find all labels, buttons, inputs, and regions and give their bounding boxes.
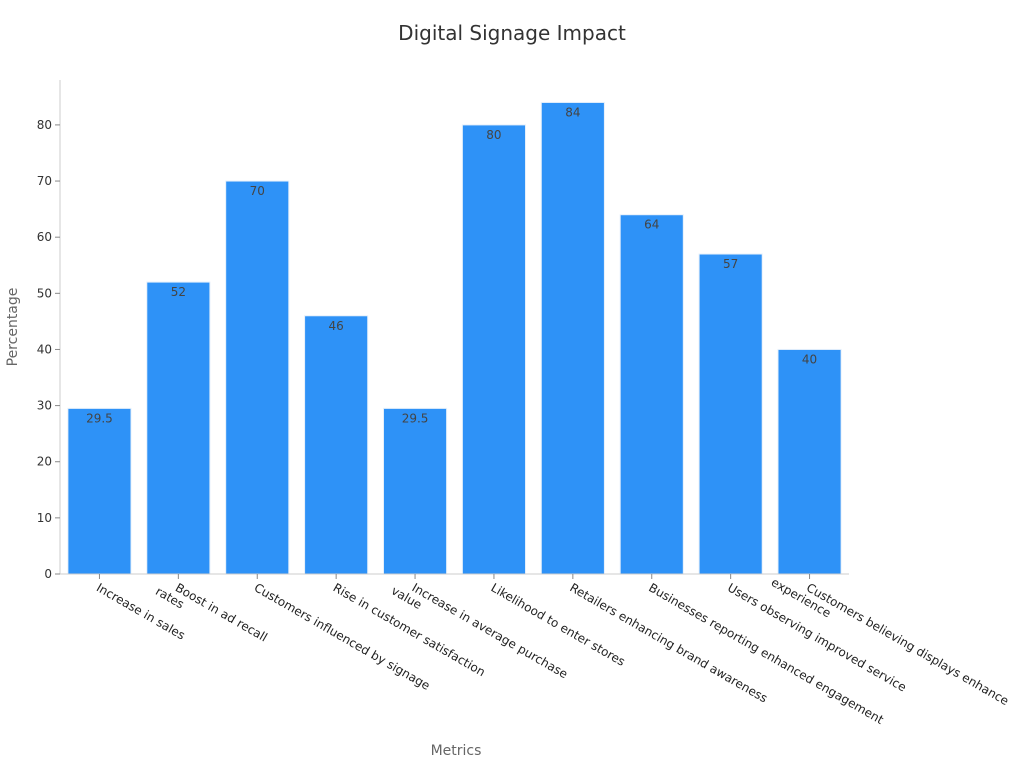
bar-value-label: 29.5 [86, 411, 113, 425]
bar-value-label: 29.5 [402, 411, 429, 425]
bar [382, 407, 448, 575]
y-tick-label: 80 [37, 118, 52, 132]
bar-value-label: 52 [171, 285, 186, 299]
bar [225, 180, 290, 575]
bar [777, 348, 842, 575]
x-axis-title: Metrics [431, 743, 482, 759]
bar [698, 253, 763, 575]
x-tick-label: Customers believing displays enhanceexpe… [769, 564, 1011, 720]
chart-title: Digital Signage Impact [398, 21, 626, 45]
y-tick-label: 0 [44, 567, 52, 581]
x-tick-label-line: Likelihood to enter stores [488, 580, 627, 668]
bar-value-label: 64 [644, 218, 659, 232]
x-tick-label-line: Increase in average purchase [410, 580, 571, 681]
y-tick-label: 10 [37, 511, 52, 525]
bar-value-label: 40 [802, 352, 817, 366]
y-tick-label: 20 [37, 455, 52, 469]
bars-group: 29.5 52 70 46 29.5 80 84 64 57 40 [67, 101, 842, 575]
y-tick-label: 60 [37, 230, 52, 244]
y-tick-label: 40 [37, 342, 52, 356]
bar-value-label: 70 [250, 184, 265, 198]
bar-value-label: 84 [565, 105, 580, 119]
bar [304, 315, 369, 575]
y-tick-label: 50 [37, 286, 52, 300]
y-axis-title: Percentage [5, 288, 21, 367]
bar-value-label: 57 [723, 257, 738, 271]
y-axis: 0 10 20 30 40 50 60 70 80 [37, 80, 61, 581]
y-tick-label: 70 [37, 174, 52, 188]
x-tick-label: Boost in ad recallrates [153, 573, 270, 656]
bar [461, 124, 527, 575]
bar [146, 281, 211, 575]
x-tick-label: Likelihood to enter stores [488, 580, 627, 668]
bar-value-label: 80 [486, 128, 501, 142]
bar [67, 407, 132, 575]
bar-value-label: 46 [329, 319, 344, 333]
y-tick-label: 30 [37, 399, 52, 413]
bar [540, 101, 605, 575]
bar [619, 214, 684, 575]
